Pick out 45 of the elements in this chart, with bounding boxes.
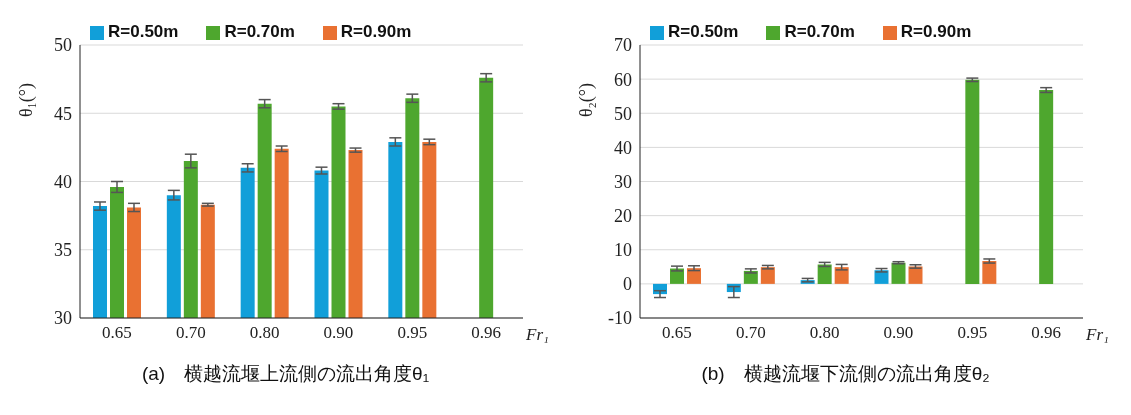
text: (b) 横越流堰下流側の流出角度θ₂: [700, 362, 991, 386]
text: (a) 横越流堰上流側の流出角度θ₁: [140, 362, 431, 386]
y-axis-title: θ₁(°): [16, 82, 37, 118]
y-tick-label: -10: [608, 308, 632, 329]
x-tick-label: 0.70: [175, 323, 206, 343]
y-tick-label: 45: [54, 103, 72, 124]
x-axis-title: Fr₁: [525, 325, 549, 344]
x-tick-label: 0.96: [1031, 323, 1061, 343]
x-tick-label: 0.95: [397, 323, 428, 343]
y-tick-label: 50: [614, 103, 632, 124]
x-tick-label: 0.80: [249, 323, 280, 343]
legend-label: R=0.90m: [900, 22, 972, 41]
x-axis-title: Fr₁: [1085, 325, 1109, 344]
bar: [687, 268, 701, 284]
x-tick-label: 0.65: [102, 323, 132, 343]
y-tick-label: 60: [614, 69, 632, 90]
x-tick-label: 0.95: [957, 323, 988, 343]
y-tick-label: 20: [614, 206, 632, 227]
legend-label: R=0.50m: [108, 22, 179, 41]
x-tick-label: 0.90: [883, 323, 914, 343]
x-tick-label: 0.65: [662, 323, 692, 343]
bar: [965, 79, 980, 284]
y-tick-label: 10: [614, 240, 632, 261]
legend-label: R=0.90m: [340, 22, 412, 41]
x-tick-label: 0.80: [809, 323, 840, 343]
y-tick-label: 40: [614, 137, 632, 158]
bar: [891, 262, 906, 284]
legend-label: R=0.70m: [224, 22, 295, 41]
x-tick-label: 0.70: [735, 323, 766, 343]
y-tick-label: 0: [623, 274, 632, 295]
bar: [982, 261, 997, 284]
y-tick-label: 30: [54, 308, 72, 329]
bar: [817, 264, 832, 284]
legend-label: R=0.70m: [784, 22, 855, 41]
y-tick-label: 50: [54, 35, 72, 56]
y-axis-title: θ₂(°): [576, 82, 597, 118]
y-tick-label: 70: [614, 35, 632, 56]
legend-label: R=0.50m: [668, 22, 739, 41]
bar: [908, 266, 923, 284]
y-tick-label: 40: [54, 171, 72, 192]
y-tick-label: 35: [54, 240, 72, 261]
x-tick-label: 0.90: [323, 323, 354, 343]
x-tick-label: 0.96: [471, 323, 501, 343]
y-tick-label: 30: [614, 171, 632, 192]
bar: [1039, 90, 1054, 284]
